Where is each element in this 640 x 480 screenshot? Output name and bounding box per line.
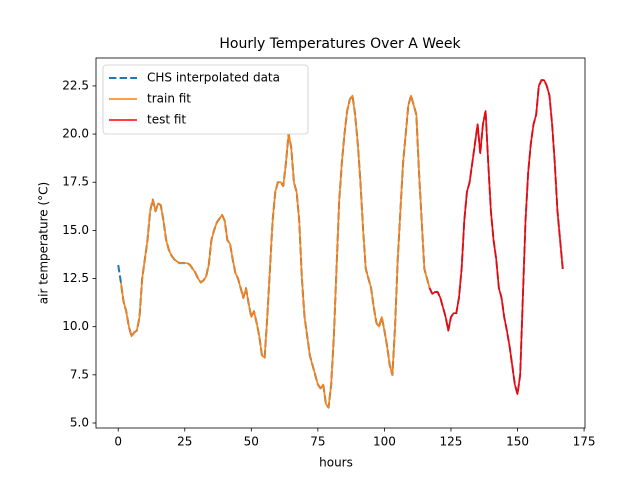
x-tick-label: 50 (244, 435, 259, 449)
legend-box (102, 64, 309, 135)
y-tick-label: 22.5 (62, 78, 89, 92)
y-tick-label: 15.0 (62, 223, 89, 237)
y-tick-label: 10.0 (62, 319, 89, 333)
series-line (120, 94, 431, 409)
plot-frame (95, 57, 586, 429)
x-tick-label: 150 (506, 435, 529, 449)
y-tick-label: 20.0 (62, 127, 89, 141)
series-line (428, 79, 564, 395)
y-tick-label: 17.5 (62, 175, 89, 189)
y-tick-label: 7.5 (70, 367, 89, 381)
x-tick-label: 0 (114, 435, 122, 449)
y-axis-label: air temperature (°C) (37, 182, 51, 304)
x-tick-label: 75 (310, 435, 325, 449)
x-tick-label: 175 (573, 435, 596, 449)
legend-label: train fit (147, 92, 191, 106)
y-tick-label: 12.5 (62, 271, 89, 285)
x-tick-label: 25 (177, 435, 192, 449)
x-axis-label: hours (319, 456, 353, 470)
chart-title: Hourly Temperatures Over A Week (219, 36, 461, 52)
y-tick-label: 5.0 (70, 415, 89, 429)
x-tick-label: 100 (373, 435, 396, 449)
legend-label: test fit (147, 113, 186, 127)
legend-label: CHS interpolated data (147, 71, 280, 85)
x-tick-label: 125 (440, 435, 463, 449)
